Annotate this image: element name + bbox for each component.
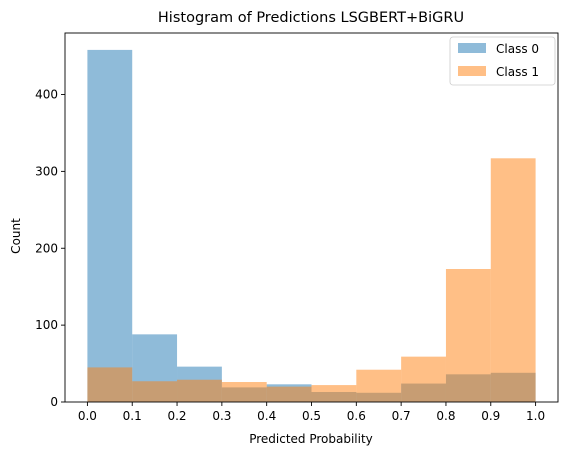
bar-class-1-bin-0 [87, 367, 133, 402]
x-tick-label: 0.1 [123, 409, 142, 423]
bar-class-1-bin-7 [401, 356, 446, 402]
y-tick-label: 200 [35, 241, 58, 255]
bar-class-1-bin-9 [490, 158, 536, 402]
legend: Class 0 Class 1 [449, 36, 556, 86]
x-axis-label: Predicted Probability [249, 432, 373, 446]
x-tick-label: 0.8 [436, 409, 455, 423]
bar-class-1-bin-8 [445, 269, 491, 402]
x-tick-label: 0.9 [481, 409, 500, 423]
x-tick-label: 0.5 [302, 409, 321, 423]
legend-swatch-class-1 [458, 66, 486, 76]
y-tick-label: 0 [50, 395, 58, 409]
x-tick-label: 0.4 [257, 409, 276, 423]
y-tick-label: 100 [35, 318, 58, 332]
bar-class-1-bin-4 [266, 386, 312, 402]
x-tick-label: 0.2 [167, 409, 186, 423]
y-axis-ticks: 0 100 200 300 400 [35, 88, 65, 409]
plot-frame [64, 32, 559, 403]
x-axis-ticks: 0.0 0.1 0.2 0.3 0.4 0.5 0.6 0.7 0.8 0.9 1.0 [78, 402, 545, 423]
bar-class-1-bin-6 [356, 369, 402, 402]
bar-class-1-bin-5 [311, 385, 357, 402]
chart-title: Histogram of Predictions LSGBERT+BiGRU [158, 10, 464, 26]
bar-class-1-bin-3 [221, 382, 267, 402]
bar-class-1-bin-2 [177, 379, 222, 402]
x-tick-label: 0.3 [212, 409, 231, 423]
legend-label-class-0: Class 0 [496, 42, 539, 56]
y-tick-label: 300 [35, 164, 58, 178]
legend-label-class-1: Class 1 [496, 65, 539, 79]
y-tick-label: 400 [35, 88, 58, 102]
legend-swatch-class-0 [458, 43, 486, 53]
x-tick-label: 0.0 [78, 409, 97, 423]
x-tick-label: 0.6 [347, 409, 366, 423]
bar-class-1-bin-1 [132, 381, 178, 402]
bars-group [87, 49, 536, 402]
x-tick-label: 1.0 [526, 409, 545, 423]
bar-class-0-bin-0 [87, 49, 133, 402]
x-tick-label: 0.7 [392, 409, 411, 423]
y-axis-label: Count [9, 218, 23, 254]
